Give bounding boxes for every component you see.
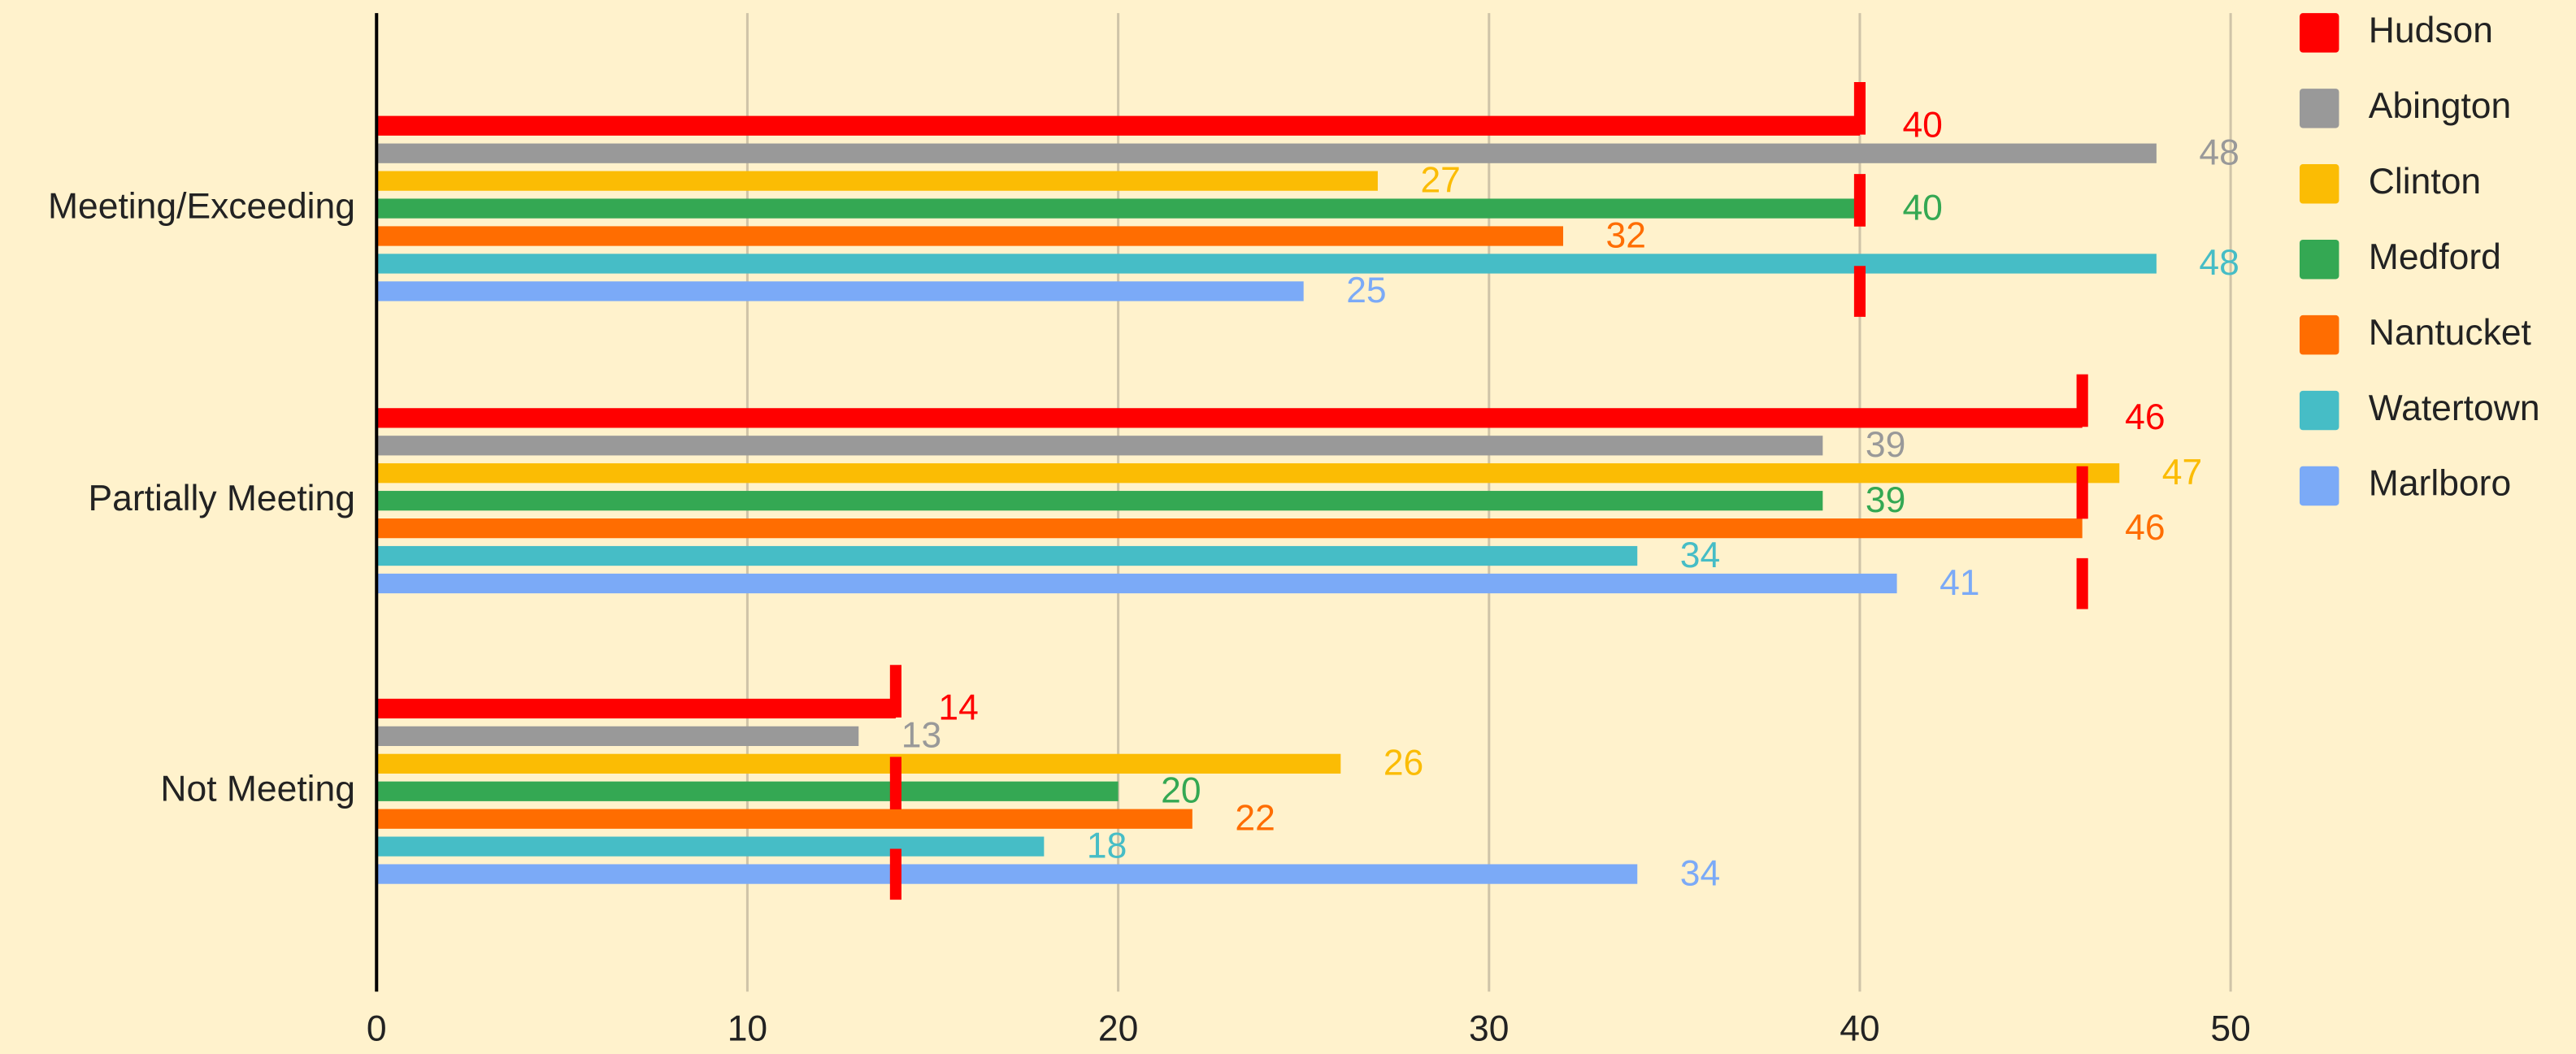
- legend-swatch: [2299, 164, 2339, 204]
- legend-label: Medford: [2369, 237, 2501, 277]
- legend-swatch: [2299, 239, 2339, 280]
- bar: [376, 753, 1341, 774]
- bar: [376, 143, 2157, 163]
- bar: [376, 518, 2083, 539]
- data-label: 18: [1087, 826, 1127, 865]
- legend-swatch: [2299, 89, 2339, 128]
- legend-label: Clinton: [2369, 162, 2481, 202]
- bar: [376, 226, 1564, 246]
- bar: [376, 698, 896, 719]
- data-label: 48: [2199, 132, 2239, 172]
- legend-swatch: [2299, 13, 2339, 53]
- data-label: 41: [1940, 563, 1979, 603]
- data-label: 32: [1606, 215, 1646, 255]
- x-tick-label: 20: [1098, 1008, 1138, 1048]
- data-label: 25: [1346, 271, 1386, 310]
- bar: [376, 463, 2120, 484]
- data-label: 46: [2125, 397, 2165, 437]
- data-label: 26: [1384, 744, 1423, 783]
- bar: [376, 545, 1638, 566]
- legend-label: Watertown: [2369, 388, 2540, 428]
- bar: [376, 254, 2157, 274]
- y-tick-label: Partially Meeting: [88, 479, 355, 518]
- x-tick-label: 30: [1469, 1008, 1509, 1048]
- bar: [376, 573, 1897, 594]
- bar: [376, 408, 2083, 428]
- data-label: 39: [1866, 480, 1905, 520]
- bar: [376, 436, 1823, 456]
- legend-swatch: [2299, 314, 2339, 355]
- data-label: 46: [2125, 508, 2165, 548]
- bar: [376, 491, 1823, 511]
- bar: [376, 836, 1045, 857]
- x-tick-label: 40: [1840, 1008, 1879, 1048]
- y-tick-label: Meeting/Exceeding: [48, 186, 355, 226]
- data-label: 27: [1420, 160, 1460, 200]
- data-label: 48: [2199, 243, 2239, 283]
- bar: [376, 198, 1860, 219]
- legend-label: Marlboro: [2369, 464, 2511, 504]
- legend-label: Hudson: [2369, 11, 2493, 50]
- bar: [376, 171, 1378, 191]
- legend-label: Nantucket: [2369, 313, 2532, 353]
- y-tick-label: Not Meeting: [160, 769, 355, 809]
- data-label: 34: [1680, 536, 1720, 575]
- bar: [376, 781, 1119, 801]
- legend-swatch: [2299, 390, 2339, 431]
- bar: [376, 864, 1638, 884]
- data-label: 40: [1902, 106, 1942, 145]
- data-label: 39: [1866, 425, 1905, 465]
- legend-swatch: [2299, 466, 2339, 506]
- x-tick-label: 0: [367, 1008, 387, 1048]
- data-label: 40: [1902, 188, 1942, 228]
- x-tick-label: 50: [2210, 1008, 2250, 1048]
- bar: [376, 115, 1860, 136]
- bar: [376, 281, 1304, 301]
- data-label: 34: [1680, 853, 1720, 893]
- data-label: 22: [1235, 798, 1275, 838]
- legend-label: Abington: [2369, 86, 2511, 126]
- x-tick-label: 10: [728, 1008, 767, 1048]
- data-label: 20: [1161, 771, 1201, 811]
- bar: [376, 809, 1192, 829]
- data-label: 47: [2162, 453, 2202, 492]
- data-label: 13: [901, 716, 941, 756]
- data-label: 14: [938, 688, 978, 728]
- bar: [376, 726, 859, 747]
